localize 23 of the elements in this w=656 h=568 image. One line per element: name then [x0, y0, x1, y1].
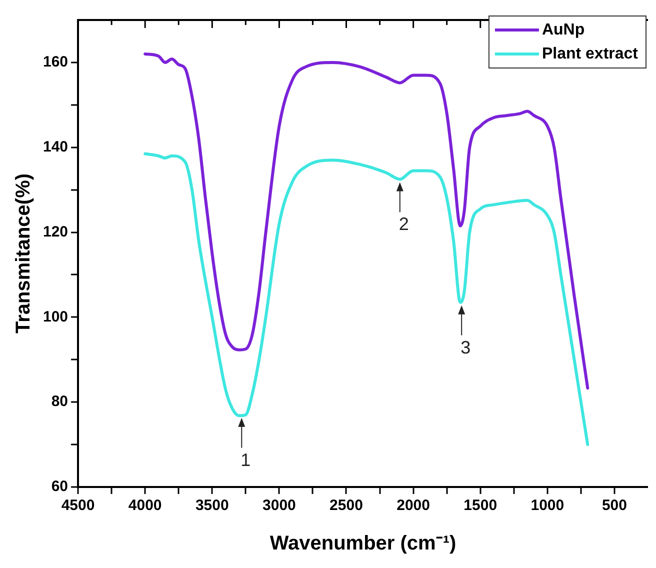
x-tick-label: 2000 [396, 497, 430, 514]
annotation: 1 [240, 450, 251, 470]
y-axis-title: Transmitance(%) [12, 173, 35, 334]
x-tick-label: 1000 [530, 497, 564, 514]
x-tick-label: 2500 [330, 497, 363, 514]
y-tick-label: 80 [51, 393, 68, 410]
x-axis-title: Wavenumber (cm⁻¹) [270, 532, 456, 555]
annotation: 3 [460, 337, 471, 358]
y-tick-label: 60 [51, 478, 68, 496]
legend-label: Plant extract [542, 45, 639, 62]
y-tick-label: 160 [42, 54, 68, 71]
line-series [144, 152, 590, 446]
annotation: 2 [398, 214, 409, 234]
x-tick-label: 4000 [128, 497, 162, 514]
legend-label: AuNp [542, 21, 585, 38]
y-tick-label: 120 [42, 223, 68, 240]
y-tick-label: 140 [42, 138, 68, 156]
x-tick-label: 3500 [195, 497, 229, 514]
x-tick-label: 1500 [464, 497, 498, 514]
y-tick-label: 100 [42, 308, 68, 326]
x-tick-label: 500 [602, 497, 627, 514]
x-tick-label: 4500 [61, 497, 95, 514]
x-tick-label: 3000 [262, 497, 296, 514]
